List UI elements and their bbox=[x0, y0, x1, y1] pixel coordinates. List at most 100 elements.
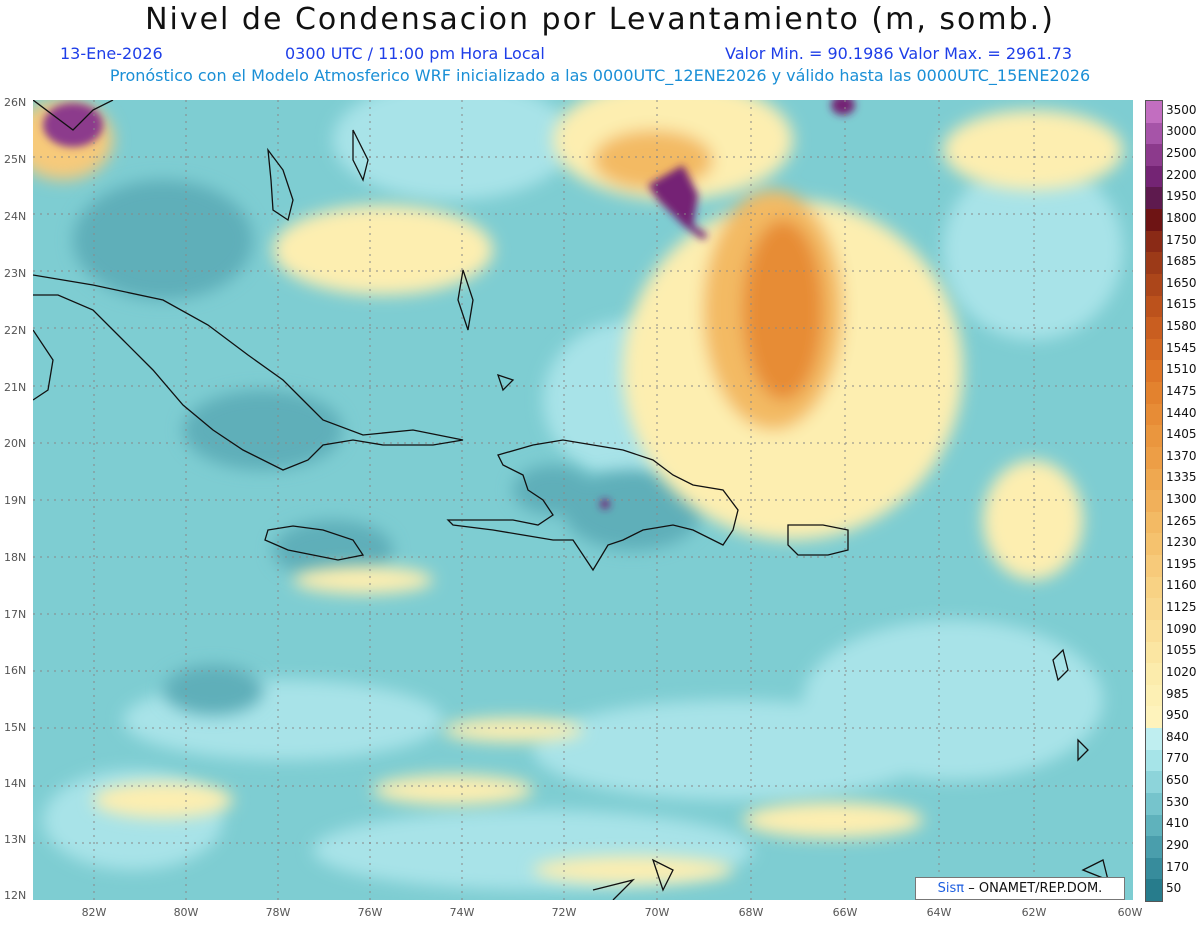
colorbar-label: 1800 bbox=[1166, 210, 1197, 225]
colorbar-segment bbox=[1146, 230, 1162, 253]
colorbar-segment bbox=[1146, 144, 1162, 167]
colorbar-segment bbox=[1146, 446, 1162, 470]
lat-label: 20N bbox=[4, 437, 27, 450]
lon-label: 70W bbox=[644, 906, 670, 919]
colorbar-segment bbox=[1146, 382, 1162, 405]
colorbar-label: 1580 bbox=[1166, 319, 1197, 334]
lat-label: 24N bbox=[4, 210, 27, 223]
colorbar-segment bbox=[1146, 749, 1162, 772]
lat-label: 13N bbox=[4, 833, 27, 846]
map-title: Nivel de Condensacion por Levantamiento … bbox=[145, 2, 1055, 37]
colorbar-segment bbox=[1146, 533, 1162, 556]
lon-label: 66W bbox=[832, 906, 858, 919]
colorbar-label: 1405 bbox=[1166, 427, 1197, 442]
colorbar-label: 985 bbox=[1166, 686, 1189, 701]
coastlines bbox=[33, 100, 1109, 900]
lat-label: 15N bbox=[4, 721, 27, 734]
colorbar-label: 50 bbox=[1166, 881, 1182, 896]
colorbar-label: 290 bbox=[1166, 837, 1189, 852]
colorbar-segment bbox=[1146, 122, 1162, 145]
colorbar-label: 530 bbox=[1166, 794, 1189, 809]
colorbar-segment bbox=[1146, 403, 1162, 426]
weather-map bbox=[33, 100, 1133, 900]
colorbar-segment bbox=[1146, 295, 1162, 318]
colorbar-segment bbox=[1146, 360, 1162, 383]
colorbar-segment bbox=[1146, 706, 1162, 729]
forecast-date: 13-Ene-2026 bbox=[60, 44, 163, 63]
colorbar-segment bbox=[1146, 187, 1162, 210]
lat-label: 18N bbox=[4, 551, 27, 564]
colorbar-label: 1265 bbox=[1166, 513, 1197, 528]
value-range: Valor Min. = 90.1986 Valor Max. = 2961.7… bbox=[725, 44, 1073, 63]
colorbar-segment bbox=[1146, 792, 1162, 815]
lat-label: 19N bbox=[4, 494, 27, 507]
colorbar-segment bbox=[1146, 209, 1162, 232]
colorbar-label: 950 bbox=[1166, 708, 1189, 723]
lat-label: 22N bbox=[4, 324, 27, 337]
lon-label: 68W bbox=[738, 906, 764, 919]
colorbar-label: 840 bbox=[1166, 729, 1189, 744]
lon-label: 78W bbox=[265, 906, 291, 919]
lcl-field-max bbox=[43, 100, 855, 509]
lat-label: 25N bbox=[4, 153, 27, 166]
lcl-field-high bbox=[33, 100, 1123, 884]
colorbar-label: 650 bbox=[1166, 773, 1189, 788]
credit-box: Sisπ – ONAMET/REP.DOM. bbox=[915, 877, 1125, 900]
colorbar-label: 1090 bbox=[1166, 621, 1197, 636]
credit-text: – ONAMET/REP.DOM. bbox=[968, 881, 1103, 896]
lat-label: 26N bbox=[4, 96, 27, 109]
colorbar-label: 1020 bbox=[1166, 664, 1197, 679]
sispi-logo: Sisπ bbox=[937, 881, 965, 896]
colorbar-label: 1440 bbox=[1166, 405, 1197, 420]
colorbar-segment bbox=[1146, 468, 1162, 491]
lon-label: 82W bbox=[81, 906, 107, 919]
colorbar-segment bbox=[1146, 511, 1162, 534]
lat-label: 16N bbox=[4, 664, 27, 677]
forecast-time: 0300 UTC / 11:00 pm Hora Local bbox=[285, 44, 545, 63]
colorbar-segment bbox=[1146, 165, 1162, 188]
lon-label: 60W bbox=[1117, 906, 1143, 919]
graticule bbox=[33, 100, 1133, 900]
colorbar-label: 3000 bbox=[1166, 124, 1197, 139]
colorbar-label: 1615 bbox=[1166, 297, 1197, 312]
lon-label: 64W bbox=[926, 906, 952, 919]
colorbar-segment bbox=[1146, 338, 1162, 361]
colorbar-segment bbox=[1146, 252, 1162, 275]
colorbar-label: 1300 bbox=[1166, 492, 1197, 506]
colorbar-label: 770 bbox=[1166, 751, 1189, 766]
colorbar-segment bbox=[1146, 555, 1162, 578]
colorbar-segment bbox=[1146, 425, 1162, 448]
colorbar-segment bbox=[1146, 836, 1162, 859]
colorbar-label: 1750 bbox=[1166, 232, 1197, 247]
colorbar-label: 410 bbox=[1166, 816, 1189, 831]
lon-label: 72W bbox=[551, 906, 577, 919]
colorbar-label: 1195 bbox=[1166, 556, 1197, 571]
colorbar-segment bbox=[1146, 490, 1162, 513]
lat-label: 23N bbox=[4, 267, 27, 280]
colorbar-segment bbox=[1146, 663, 1162, 686]
colorbar-segment bbox=[1146, 619, 1162, 643]
colorbar-segment bbox=[1146, 273, 1162, 297]
colorbar-segment bbox=[1146, 857, 1162, 880]
colorbar-segment bbox=[1146, 879, 1162, 902]
lat-label: 14N bbox=[4, 777, 27, 790]
lat-label: 12N bbox=[4, 889, 27, 902]
colorbar-segment bbox=[1146, 684, 1162, 707]
colorbar-label: 1650 bbox=[1166, 275, 1197, 290]
lon-label: 62W bbox=[1021, 906, 1047, 919]
colorbar-segment bbox=[1146, 598, 1162, 621]
lon-label: 74W bbox=[449, 906, 475, 919]
colorbar-label: 2200 bbox=[1166, 167, 1197, 182]
colorbar-label: 1475 bbox=[1166, 383, 1197, 398]
lon-label: 76W bbox=[357, 906, 383, 919]
colorbar-label: 2500 bbox=[1166, 146, 1197, 161]
colorbar-segment bbox=[1146, 576, 1162, 599]
colorbar-label: 170 bbox=[1166, 859, 1189, 874]
colorbar-label: 1055 bbox=[1166, 643, 1197, 658]
colorbar-label: 1950 bbox=[1166, 189, 1197, 204]
colorbar-segment bbox=[1146, 317, 1162, 340]
colorbar-label: 1510 bbox=[1166, 362, 1197, 377]
colorbar-segment bbox=[1146, 641, 1162, 664]
colorbar-segment bbox=[1146, 771, 1162, 794]
colorbar-label: 1160 bbox=[1166, 578, 1197, 593]
